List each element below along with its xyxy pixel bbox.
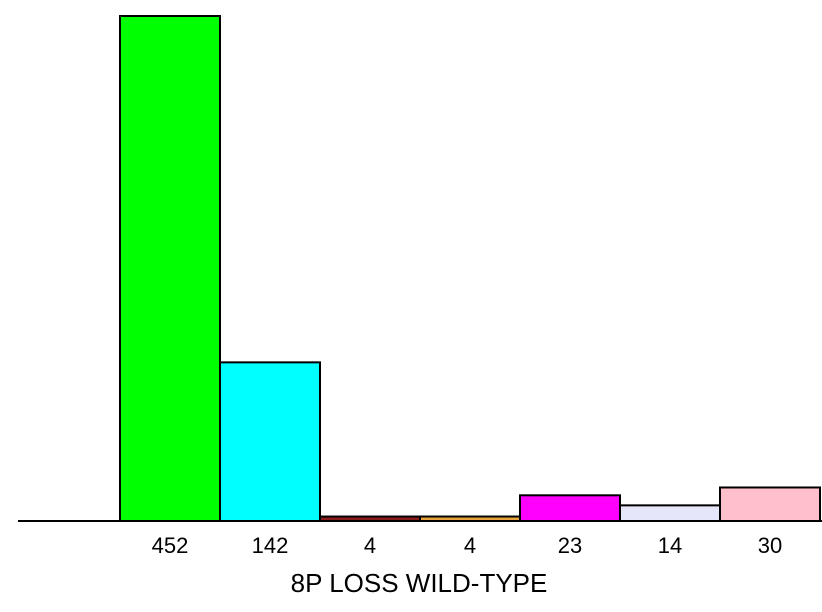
- bar-5: [619, 504, 721, 522]
- x-tick-label-6: 30: [758, 533, 782, 558]
- x-tick-label-3: 4: [464, 533, 476, 558]
- bars-group: [119, 15, 821, 523]
- bar-0: [119, 15, 221, 522]
- x-tick-label-1: 142: [252, 533, 289, 558]
- x-tick-label-5: 14: [658, 533, 682, 558]
- x-axis-title: 8P LOSS WILD-TYPE: [291, 568, 548, 598]
- bar-1: [219, 361, 321, 522]
- bar-6: [719, 486, 821, 522]
- bar-4: [519, 494, 621, 523]
- x-tick-label-2: 4: [364, 533, 376, 558]
- x-tick-label-0: 452: [152, 533, 189, 558]
- x-tick-label-4: 23: [558, 533, 582, 558]
- tick-labels-group: 452 142 4 4 23 14 30: [152, 533, 783, 558]
